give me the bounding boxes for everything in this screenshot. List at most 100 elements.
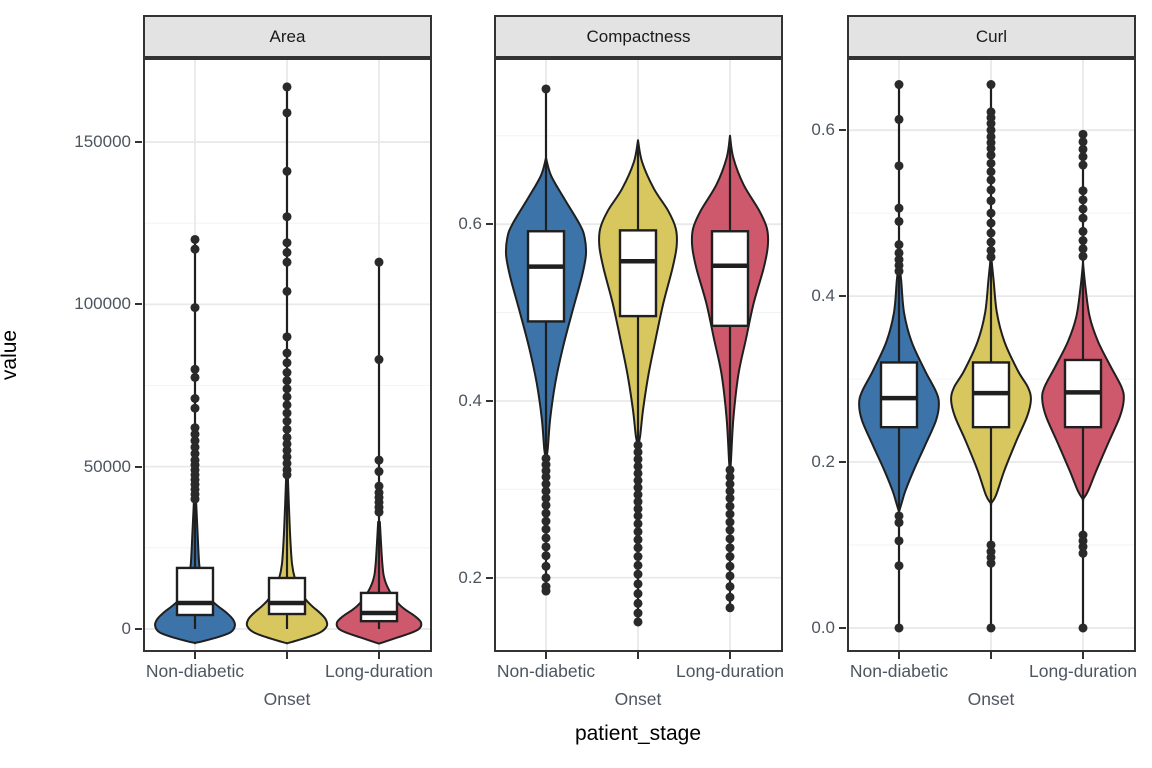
outlier-dot: [725, 582, 735, 592]
x-tick-mark: [286, 652, 288, 659]
outlier-dot: [986, 175, 996, 185]
boxplot-box: [879, 361, 919, 429]
outlier-dot: [894, 266, 904, 276]
outlier-dot: [725, 534, 735, 544]
outlier-dot: [282, 392, 292, 402]
outlier-dot: [541, 586, 551, 596]
outlier-dot: [282, 445, 292, 455]
outlier-dot: [541, 524, 551, 534]
outlier-dot: [282, 376, 292, 386]
boxplot-box: [267, 576, 307, 616]
outlier-dot: [894, 161, 904, 171]
outlier-dot: [633, 490, 643, 500]
boxplot-box: [175, 566, 215, 617]
outlier-dot: [725, 592, 735, 602]
outlier-dot: [986, 218, 996, 228]
x-tick-mark: [898, 652, 900, 659]
outlier-dot: [282, 238, 292, 248]
y-tick-mark: [135, 627, 142, 630]
outlier-dot: [633, 461, 643, 471]
x-axis-title: patient_stage: [574, 722, 702, 745]
outlier-dot: [541, 508, 551, 518]
y-tick-mark: [135, 465, 142, 468]
outlier-dot: [894, 114, 904, 124]
x-tick-label-onset: Onset: [967, 689, 1015, 709]
y-tick-label: 0.4: [811, 286, 835, 306]
outlier-dot: [541, 84, 551, 94]
outlier-dot: [282, 332, 292, 342]
outlier-dot: [725, 501, 735, 511]
x-tick-label-long-duration: Long-duration: [325, 661, 433, 681]
outlier-dot: [1078, 542, 1088, 552]
outlier-dot: [374, 467, 384, 477]
outlier-dot: [1078, 213, 1088, 223]
outlier-dot: [986, 196, 996, 206]
outlier-dot: [1078, 251, 1088, 261]
outlier-dot: [282, 358, 292, 368]
outlier-dot: [282, 108, 292, 118]
outlier-dot: [190, 393, 200, 403]
outlier-dot: [1078, 129, 1088, 139]
outlier-dot: [633, 569, 643, 579]
outlier-dot: [190, 303, 200, 313]
outlier-dot: [725, 571, 735, 581]
outlier-dot: [282, 470, 292, 480]
x-tick-mark: [545, 652, 547, 659]
outlier-dot: [894, 80, 904, 90]
outlier-dot: [1078, 236, 1088, 246]
y-tick-label: 100000: [74, 294, 131, 314]
facet-strip-curl: Curl: [847, 15, 1136, 58]
outlier-dot: [633, 454, 643, 464]
outlier-dot: [1078, 137, 1088, 147]
x-tick-label-non-diabetic: Non-diabetic: [849, 661, 949, 681]
outlier-dot: [894, 623, 904, 633]
outlier-dot: [282, 247, 292, 257]
outlier-dot: [725, 603, 735, 613]
y-tick-label: 0.6: [458, 214, 482, 234]
outlier-dot: [633, 579, 643, 589]
outlier-dot: [374, 257, 384, 267]
facet-panel-area: [143, 58, 432, 652]
outlier-dot: [986, 119, 996, 129]
outlier-dot: [374, 455, 384, 465]
outlier-dot: [633, 497, 643, 507]
outlier-dot: [282, 416, 292, 426]
outlier-dot: [1078, 204, 1088, 214]
outlier-dot: [986, 185, 996, 195]
x-tick-mark: [729, 652, 731, 659]
outlier-dot: [541, 460, 551, 470]
y-axis-title: value: [0, 329, 21, 381]
outlier-dot: [725, 552, 735, 562]
y-tick-label: 150000: [74, 132, 131, 152]
x-tick-mark: [378, 652, 380, 659]
outlier-dot: [633, 617, 643, 627]
outlier-dot: [541, 486, 551, 496]
outlier-dot: [282, 452, 292, 462]
outlier-dot: [633, 527, 643, 537]
outlier-dot: [725, 543, 735, 553]
outlier-dot: [725, 561, 735, 571]
boxplot-box: [618, 229, 658, 318]
outlier-dot: [986, 143, 996, 153]
outlier-dot: [282, 384, 292, 394]
y-tick-label: 0.2: [458, 567, 482, 587]
outlier-dot: [725, 517, 735, 527]
x-tick-label-non-diabetic: Non-diabetic: [496, 661, 596, 681]
outlier-dot: [374, 507, 384, 517]
x-tick-label-onset: Onset: [614, 689, 662, 709]
facet-panel-curl: [847, 58, 1136, 652]
outlier-dot: [894, 511, 904, 521]
outlier-dot: [725, 509, 735, 519]
outlier-dot: [1078, 152, 1088, 162]
outlier-dot: [986, 558, 996, 568]
outlier-dot: [633, 560, 643, 570]
outlier-dot: [282, 424, 292, 434]
outlier-dot: [374, 481, 384, 491]
outlier-dot: [633, 519, 643, 529]
outlier-dot: [1078, 548, 1088, 558]
outlier-dot: [282, 439, 292, 449]
outlier-dot: [190, 364, 200, 374]
outlier-dot: [541, 542, 551, 552]
outlier-dot: [190, 372, 200, 382]
facet-strip-compactness: Compactness: [494, 15, 783, 58]
